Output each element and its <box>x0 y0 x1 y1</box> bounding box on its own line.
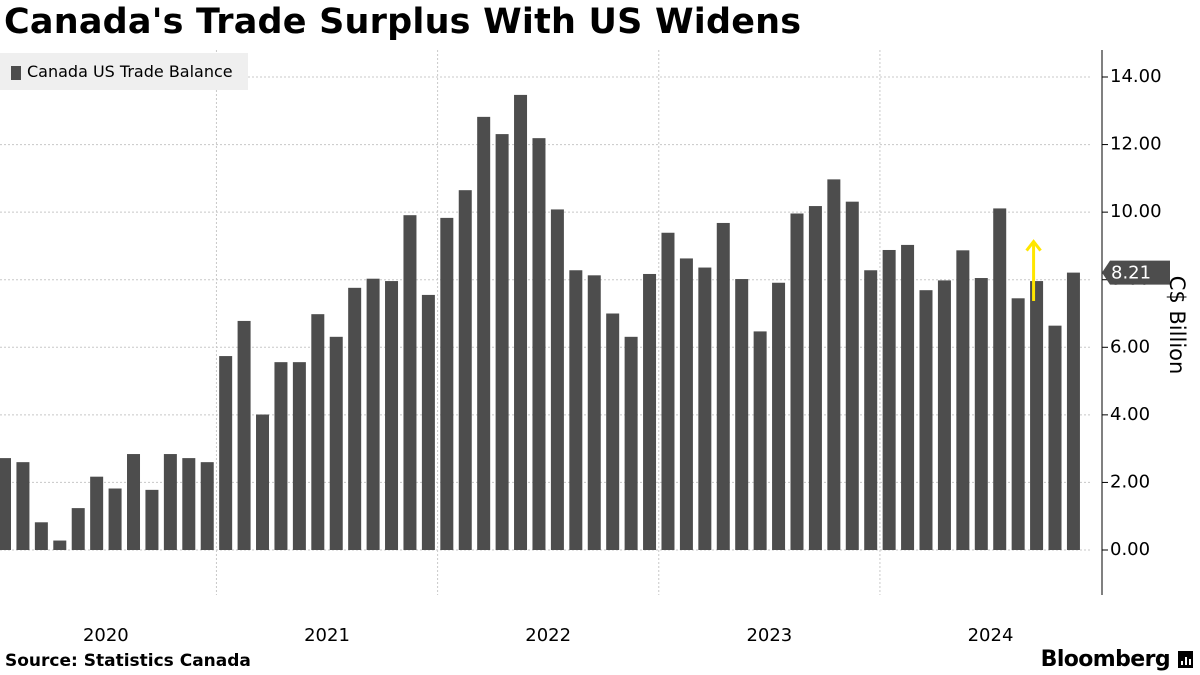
bar <box>716 222 730 550</box>
bar <box>974 278 988 550</box>
bar <box>1048 325 1062 550</box>
bar <box>53 540 67 550</box>
bar <box>329 336 343 550</box>
bar <box>532 138 546 550</box>
bar <box>753 331 767 550</box>
x-tick-label: 2022 <box>525 625 571 646</box>
annotations: 8.21 <box>1025 239 1170 301</box>
bar <box>440 217 454 551</box>
bar <box>127 454 141 550</box>
y-tick-label: 0.00 <box>1110 539 1150 560</box>
source-note: Source: Statistics Canada <box>5 651 251 671</box>
bar <box>901 244 915 551</box>
bar <box>90 476 104 550</box>
bar <box>1011 298 1025 550</box>
y-tick-label: 6.00 <box>1110 336 1150 357</box>
x-tick-label: 2021 <box>304 625 350 646</box>
bar <box>1066 272 1080 550</box>
bar <box>237 320 251 550</box>
bar <box>274 362 288 550</box>
legend: Canada US Trade Balance <box>0 53 248 90</box>
bar <box>864 270 878 550</box>
x-axis-labels: 2020 2021 2022 2023 2024 <box>83 625 1013 646</box>
bar <box>624 336 638 550</box>
bar <box>569 270 583 550</box>
bar <box>256 414 270 550</box>
bar <box>845 201 859 550</box>
bar <box>311 314 325 550</box>
bar <box>182 458 196 550</box>
bar <box>956 250 970 550</box>
bars <box>0 94 1080 551</box>
bar <box>643 273 657 550</box>
bar <box>34 522 48 550</box>
y-tick-label: 10.00 <box>1110 201 1162 222</box>
bar <box>145 489 159 550</box>
bar <box>385 281 399 550</box>
y-tick-label: 2.00 <box>1110 471 1150 492</box>
x-tick-label: 2024 <box>968 625 1014 646</box>
bar <box>550 209 564 550</box>
bar <box>679 258 693 550</box>
last-value-callout <box>1102 260 1170 285</box>
y-tick-label: 14.00 <box>1110 66 1162 87</box>
bar <box>495 134 509 551</box>
x-tick-label: 2023 <box>746 625 792 646</box>
bar <box>477 116 491 551</box>
bar <box>790 213 804 550</box>
bar <box>919 290 933 550</box>
bar <box>735 279 749 550</box>
y-axis-title: C$ Billion <box>1165 276 1189 375</box>
legend-swatch <box>11 66 21 80</box>
bar <box>661 232 675 550</box>
last-value-label: 8.21 <box>1111 263 1151 284</box>
y-tick-label: 4.00 <box>1110 404 1150 425</box>
bar <box>163 454 177 550</box>
bar <box>993 208 1007 550</box>
bar <box>16 462 30 550</box>
bar <box>606 313 620 550</box>
bar <box>458 190 472 551</box>
up-arrow-head <box>1025 239 1042 252</box>
bar <box>292 362 306 550</box>
brand-logo: Bloomberg <box>1040 647 1171 672</box>
y-tick-label: 12.00 <box>1110 134 1162 155</box>
legend-label: Canada US Trade Balance <box>27 62 233 81</box>
bar <box>1030 281 1044 550</box>
bar <box>108 488 122 550</box>
bar <box>827 179 841 550</box>
bar <box>0 458 11 550</box>
bar <box>71 508 85 550</box>
bar <box>937 280 951 550</box>
bar <box>366 278 380 550</box>
bloomberg-icon <box>1178 651 1193 668</box>
bar <box>698 267 712 550</box>
bar <box>808 206 822 550</box>
bar <box>219 356 233 550</box>
bar <box>348 287 362 550</box>
bar <box>882 249 896 551</box>
bar <box>772 282 786 550</box>
bar <box>514 94 528 550</box>
bar <box>587 275 601 550</box>
bar <box>403 215 417 550</box>
bar <box>421 294 435 550</box>
x-tick-label: 2020 <box>83 625 129 646</box>
chart-title: Canada's Trade Surplus With US Widens <box>4 2 802 42</box>
bar <box>200 462 214 550</box>
